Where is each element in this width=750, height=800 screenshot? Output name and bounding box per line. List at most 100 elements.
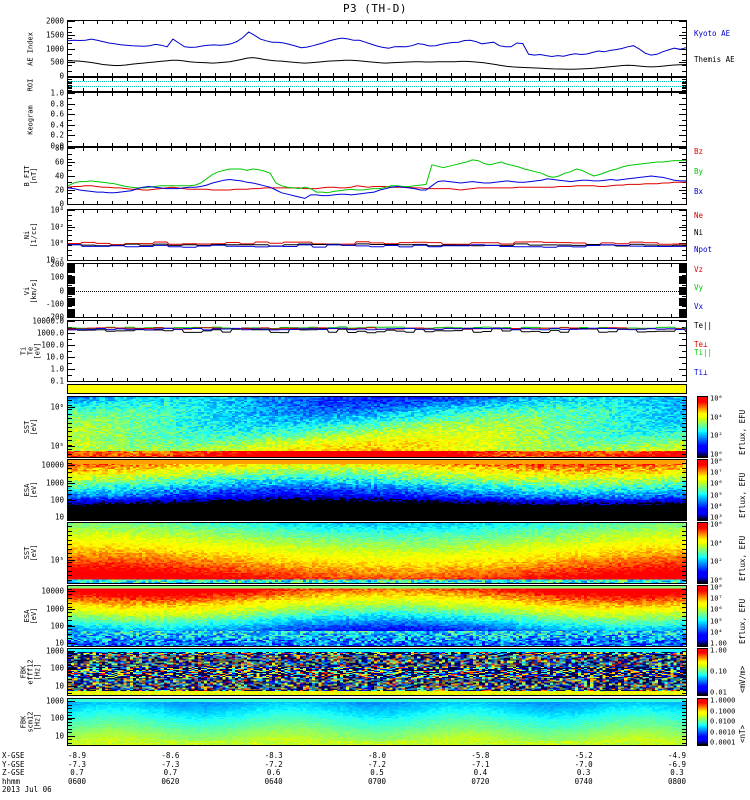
axis-tick[interactable] — [245, 148, 246, 151]
axis-minor-tick[interactable] — [682, 658, 686, 659]
axis-tick[interactable] — [348, 314, 349, 317]
axis-tick[interactable] — [451, 321, 452, 324]
axis-tick[interactable] — [612, 378, 613, 381]
axis-tick[interactable] — [127, 21, 128, 24]
axis-tick[interactable] — [480, 378, 481, 381]
axis-tick[interactable] — [568, 148, 569, 151]
axis-minor-tick[interactable] — [682, 436, 686, 437]
axis-minor-tick[interactable] — [682, 739, 686, 740]
axis-tick[interactable] — [362, 378, 363, 381]
axis-tick[interactable] — [362, 257, 363, 260]
axis-tick-block[interactable] — [679, 286, 686, 295]
axis-minor-tick[interactable] — [682, 693, 686, 694]
axis-minor-tick[interactable] — [682, 440, 686, 441]
axis-minor-tick[interactable] — [68, 440, 72, 441]
xaxis-row-label-1[interactable]: Y-GSE — [2, 759, 25, 769]
xaxis-z_gse-5[interactable]: 0.3 — [576, 768, 591, 778]
axis-tick[interactable] — [682, 235, 686, 236]
axis-tick[interactable] — [671, 264, 672, 267]
axis-tick[interactable] — [392, 148, 393, 151]
axis-tick[interactable] — [245, 73, 246, 76]
axis-major-tick[interactable] — [68, 125, 75, 126]
axis-tick[interactable] — [68, 154, 72, 155]
axis-major-tick[interactable] — [68, 465, 75, 466]
axis-minor-tick[interactable] — [682, 544, 686, 545]
axis-minor-tick[interactable] — [68, 743, 72, 744]
axis-tick[interactable] — [509, 314, 510, 317]
axis-tick[interactable] — [583, 201, 584, 204]
axis-tick[interactable] — [598, 378, 599, 381]
axis-tick[interactable] — [245, 257, 246, 260]
axis-minor-tick[interactable] — [682, 486, 686, 487]
axis-tick[interactable] — [68, 85, 72, 86]
axis-minor-tick[interactable] — [68, 499, 72, 500]
axis-major-tick[interactable] — [679, 162, 686, 163]
colorbar-label-sst-ion-2[interactable]: 10² — [710, 557, 723, 566]
axis-tick[interactable] — [682, 87, 686, 88]
axis-tick[interactable] — [377, 93, 378, 96]
axis-tick[interactable] — [657, 201, 658, 204]
axis-tick[interactable] — [480, 73, 481, 76]
axis-major-tick[interactable] — [679, 227, 686, 228]
axis-tick[interactable] — [259, 78, 260, 81]
axis-tick[interactable] — [245, 143, 246, 146]
axis-tick[interactable] — [97, 314, 98, 317]
axis-major-tick[interactable] — [68, 35, 75, 36]
ytick-ae-index-1[interactable]: 1500 — [45, 30, 64, 39]
axis-major-tick[interactable] — [679, 76, 686, 77]
axis-tick[interactable] — [554, 257, 555, 260]
axis-tick[interactable] — [362, 314, 363, 317]
axis-tick-block[interactable] — [68, 308, 75, 317]
axis-minor-tick[interactable] — [682, 701, 686, 702]
axis-minor-tick[interactable] — [682, 662, 686, 663]
axis-tick[interactable] — [682, 375, 686, 376]
axis-tick[interactable] — [451, 73, 452, 76]
axis-major-tick[interactable] — [679, 381, 686, 382]
axis-minor-tick[interactable] — [682, 445, 686, 446]
axis-tick[interactable] — [495, 148, 496, 151]
axis-tick[interactable] — [509, 210, 510, 213]
axis-tick[interactable] — [421, 378, 422, 381]
axis-minor-tick[interactable] — [68, 445, 72, 446]
axis-tick[interactable] — [627, 314, 628, 317]
axis-tick[interactable] — [200, 21, 201, 24]
axis-tick[interactable] — [568, 143, 569, 146]
axis-minor-tick[interactable] — [682, 503, 686, 504]
axis-minor-tick[interactable] — [68, 598, 72, 599]
axis-tick[interactable] — [333, 201, 334, 204]
axis-tick[interactable] — [627, 264, 628, 267]
axis-tick[interactable] — [274, 264, 275, 267]
colorbar-sst-ion[interactable] — [697, 522, 708, 584]
axis-tick[interactable] — [642, 321, 643, 324]
axis-tick[interactable] — [68, 88, 72, 89]
axis-tick[interactable] — [598, 201, 599, 204]
axis-tick[interactable] — [627, 93, 628, 96]
axis-major-tick[interactable] — [68, 609, 75, 610]
axis-tick[interactable] — [171, 78, 172, 81]
axis-tick[interactable] — [682, 65, 686, 66]
axis-tick[interactable] — [97, 210, 98, 213]
axis-tick[interactable] — [112, 21, 113, 24]
axis-tick[interactable] — [642, 93, 643, 96]
axis-tick[interactable] — [68, 235, 72, 236]
axis-tick[interactable] — [583, 88, 584, 91]
axis-tick[interactable] — [215, 143, 216, 146]
axis-tick[interactable] — [333, 264, 334, 267]
axis-minor-tick[interactable] — [68, 512, 72, 513]
axis-tick[interactable] — [392, 93, 393, 96]
ytick-keogram-2[interactable]: 0.6 — [50, 109, 64, 119]
axis-major-tick[interactable] — [68, 483, 75, 484]
axis-tick[interactable] — [186, 257, 187, 260]
axis-tick[interactable] — [554, 93, 555, 96]
axis-tick[interactable] — [657, 264, 658, 267]
axis-tick[interactable] — [406, 143, 407, 146]
axis-tick[interactable] — [97, 21, 98, 24]
colorbar-label-fbk-bfield-2[interactable]: 0.0100 — [710, 717, 736, 726]
axis-tick[interactable] — [274, 321, 275, 324]
axis-tick[interactable] — [598, 73, 599, 76]
axis-tick[interactable] — [230, 314, 231, 317]
axis-minor-tick[interactable] — [682, 557, 686, 558]
axis-tick[interactable] — [68, 245, 72, 246]
axis-tick[interactable] — [68, 198, 72, 199]
axis-minor-tick[interactable] — [682, 686, 686, 687]
